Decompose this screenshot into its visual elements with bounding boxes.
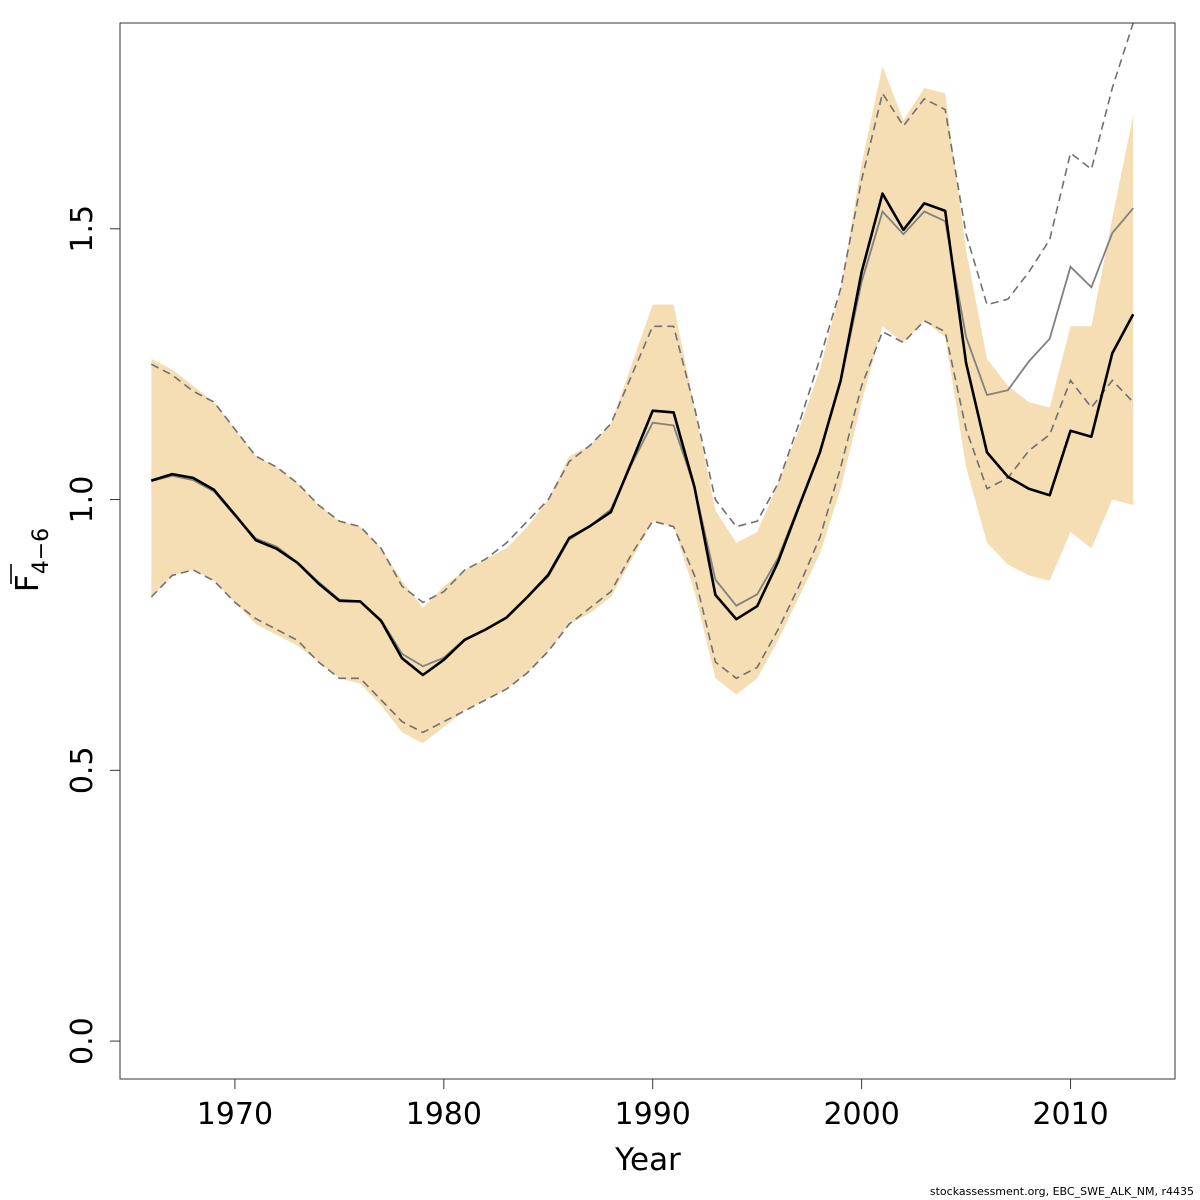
x-axis: 1970 1980 1990 2000 2010 [197,1079,1109,1132]
source-credit: stockassessment.org, EBC_SWE_ALK_NM, r44… [929,1185,1194,1198]
x-tick-label: 2000 [823,1097,899,1132]
x-tick-label: 1980 [406,1097,482,1132]
series-lines [150,23,1135,734]
svg-text:F4−6: F4−6 [10,528,54,592]
plot-area [150,23,1135,744]
x-axis-title: Year [614,1142,681,1178]
x-tick-label: 2010 [1032,1097,1108,1132]
x-tick-label: 1990 [615,1097,691,1132]
y-tick-label: 0.0 [65,1017,100,1065]
retro-lower-line [150,319,1134,734]
confidence-band [151,66,1134,744]
y-axis-title-main: F [10,574,46,592]
y-tick-label: 0.5 [65,746,100,794]
y-axis: 0.0 0.5 1.0 1.5 [65,205,120,1065]
x-tick-label: 1970 [197,1097,273,1132]
plot-frame [119,22,1176,1080]
y-tick-label: 1.5 [65,205,100,253]
y-tick-label: 1.0 [65,476,100,524]
estimate-line [150,192,1135,677]
y-axis-title-subscript: 4−6 [29,528,54,574]
y-axis-title: F4−6 [10,528,54,592]
